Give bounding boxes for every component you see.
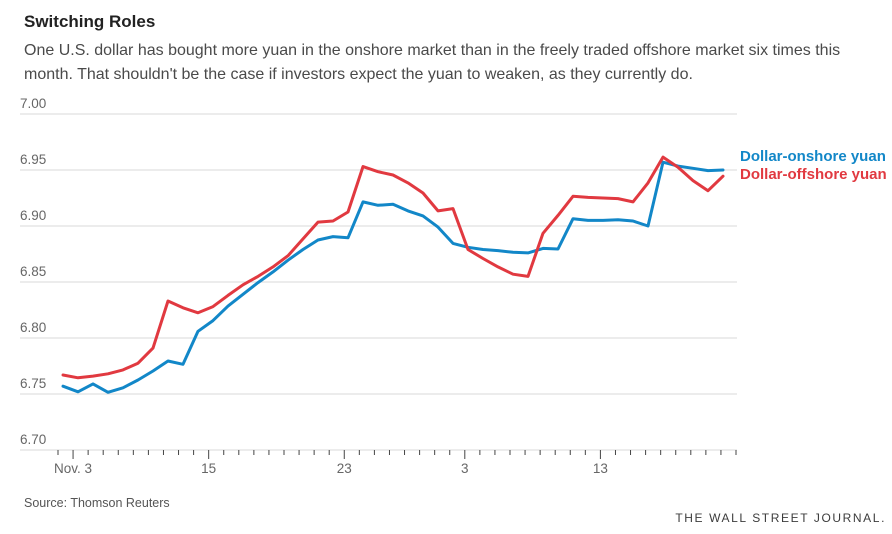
y-tick-label: 6.95 — [20, 152, 46, 167]
y-tick-label: 7.00 — [20, 96, 46, 111]
y-gridlines — [20, 113, 737, 451]
y-tick-label: 6.80 — [20, 320, 46, 335]
chart-legend: Dollar-onshore yuan Dollar-offshore yuan — [740, 148, 887, 184]
x-tick-label: 15 — [201, 461, 216, 476]
onshore-yuan-line — [61, 160, 725, 394]
legend-label-onshore: Dollar-onshore yuan — [740, 148, 886, 165]
source-attribution: Source: Thomson Reuters — [24, 496, 170, 510]
x-tick-label: 13 — [593, 461, 608, 476]
x-tick-label: 3 — [461, 461, 469, 476]
y-tick-label: 6.75 — [20, 376, 46, 391]
offshore-yuan-line — [61, 155, 725, 380]
chart-subtitle: One U.S. dollar has bought more yuan in … — [24, 42, 841, 83]
legend-label-offshore: Dollar-offshore yuan — [740, 166, 887, 183]
wsj-wordmark: THE WALL STREET JOURNAL. — [675, 511, 886, 525]
chart-area: 7.00 6.95 6.90 6.85 6.80 6.75 6.70 Nov. 3 15 23 3 1… — [0, 95, 892, 485]
x-axis-labels: Nov. 3 15 23 3 13 — [54, 461, 608, 476]
page-title: Switching Roles — [24, 12, 156, 31]
x-tick-label: Nov. 3 — [54, 461, 92, 476]
y-tick-label: 6.90 — [20, 208, 46, 223]
x-axis-ticks — [57, 450, 737, 459]
x-tick-label: 23 — [337, 461, 352, 476]
y-tick-label: 6.85 — [20, 264, 46, 279]
y-tick-label: 6.70 — [20, 432, 46, 447]
y-axis-labels: 7.00 6.95 6.90 6.85 6.80 6.75 6.70 — [20, 96, 46, 447]
